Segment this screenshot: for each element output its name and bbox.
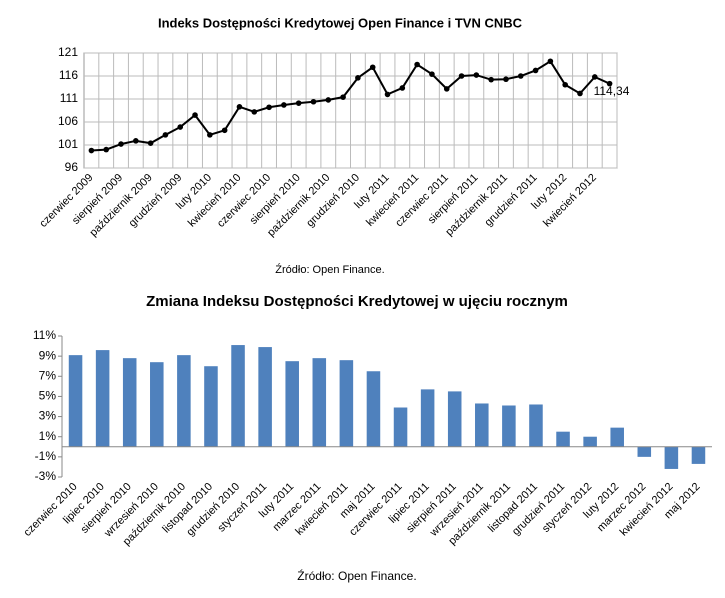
y-tick-label: 116 [59, 68, 78, 82]
point [221, 127, 228, 134]
point [473, 72, 480, 78]
source: Źródło: Open Finance. [275, 263, 384, 276]
point [384, 91, 391, 98]
bar [529, 404, 543, 447]
x-tick-label: kwiecień 2012 [541, 172, 599, 230]
y-tick-label: 101 [58, 137, 78, 151]
point [399, 85, 406, 91]
point [147, 140, 154, 146]
bar [502, 405, 516, 447]
y-tick-label: 121 [58, 45, 78, 59]
point [369, 64, 376, 71]
source: Źródło: Open Finance. [297, 568, 416, 583]
point [591, 74, 598, 80]
point [236, 104, 243, 110]
point [532, 67, 539, 74]
bar [475, 403, 489, 447]
point [177, 124, 184, 130]
bar [231, 345, 245, 447]
bar [204, 366, 218, 447]
point [340, 94, 346, 100]
y-tick-label: 96 [65, 160, 79, 174]
y-tick-label: 5% [39, 389, 57, 403]
y-tick-label: 9% [39, 348, 57, 362]
bar [583, 436, 597, 447]
y-tick-label: -3% [35, 469, 57, 483]
bar [339, 360, 354, 447]
bar [68, 355, 83, 447]
bar [285, 361, 299, 447]
point [251, 109, 258, 115]
bar [122, 358, 137, 447]
chart-title: Indeks Dostępności Kredytowej Open Finan… [158, 15, 523, 30]
bar [420, 389, 435, 447]
bar [150, 362, 164, 447]
point [266, 104, 272, 111]
point [577, 90, 583, 97]
bar [312, 358, 327, 447]
point [606, 80, 613, 87]
bar [366, 371, 381, 447]
point [103, 146, 110, 153]
point [517, 73, 524, 79]
bar [393, 407, 408, 447]
point [547, 58, 554, 65]
bar [664, 446, 679, 469]
point [355, 75, 361, 81]
point [207, 132, 213, 138]
y-tick-label: 111 [60, 91, 79, 105]
point [133, 138, 139, 144]
point [488, 76, 494, 83]
point [295, 100, 302, 106]
value-label: 114,34 [594, 84, 630, 98]
chart-title: Zmiana Indeksu Dostępności Kredytowej w … [146, 293, 568, 310]
point [562, 81, 568, 88]
y-tick-label: 106 [58, 114, 78, 128]
bar [177, 355, 191, 447]
bar [610, 427, 624, 447]
y-tick-label: -1% [35, 449, 57, 463]
y-tick-label: 1% [39, 429, 57, 443]
point [325, 97, 332, 103]
point [281, 102, 287, 108]
point [162, 132, 169, 138]
point [310, 98, 317, 105]
bar [447, 391, 462, 447]
point [414, 61, 420, 68]
point [429, 71, 435, 77]
y-tick-label: 11% [33, 328, 56, 342]
bar [95, 350, 110, 447]
point [88, 147, 95, 154]
point [503, 76, 509, 83]
point [443, 86, 450, 92]
point [192, 112, 198, 118]
y-tick-label: 7% [39, 368, 57, 382]
point [458, 73, 465, 79]
bar [691, 446, 706, 464]
point [118, 141, 124, 147]
bar [258, 347, 272, 447]
bar [637, 446, 652, 457]
bar [556, 431, 570, 447]
y-tick-label: 3% [39, 409, 57, 423]
